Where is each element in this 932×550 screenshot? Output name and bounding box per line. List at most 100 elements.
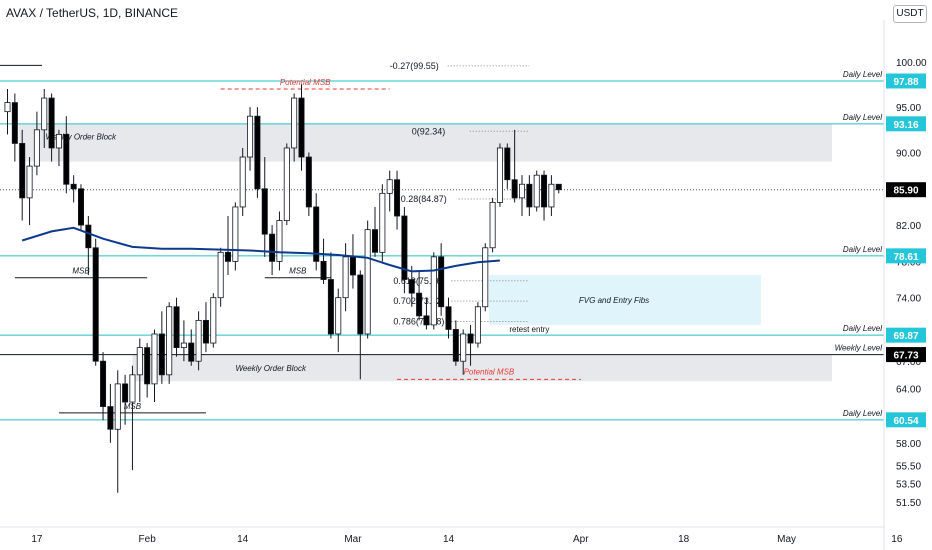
chart-zones: Weekly Order Block Weekly Order Block FVG … [18,123,832,382]
candle-up [283,147,290,221]
daily-level-tag: 78.61 [893,252,918,263]
candle-down [438,256,445,308]
candle-down [92,247,99,362]
moving-average-line [21,226,500,273]
candle-up [166,306,173,376]
candle-down [70,183,77,190]
candle-up [291,97,298,149]
y-tick-label: 67.00 [896,357,921,368]
candle-up [496,147,503,203]
moving-average [21,226,500,273]
candle-up [41,97,48,131]
candle-up [482,247,489,308]
x-tick-label: Feb [139,534,157,545]
weekly-level-tag: 67.73 [893,351,918,362]
candle-down [144,347,151,385]
x-tick-label: May [777,534,796,545]
daily-level-tag: 69.87 [893,331,918,342]
candle-up [239,156,246,208]
current-price-tag: 85.90 [893,186,918,197]
candle-down [555,183,562,191]
candle-up [180,342,187,348]
daily-level-tag: 97.88 [893,77,918,88]
daily-level-label: Daily Level [843,70,882,79]
candle-up [548,183,555,208]
potential-msb-label: Potential MSB [464,367,515,376]
candle-up [276,220,283,262]
candle-down [188,342,195,362]
weekly-level-tag-bg [886,347,926,363]
fib-label: 0.28(84.87) [401,194,447,204]
daily-level-tag: 93.16 [893,120,918,131]
candle-down [313,206,320,262]
candle-down [202,319,209,344]
candle-down [11,102,18,144]
candle-down [371,229,378,253]
candle-down [122,383,129,403]
order-block-bottom-label: Weekly Order Block [235,364,307,373]
time-axis[interactable]: 17 Feb 14 Mar 14 Apr 18 May 16 [0,526,903,545]
candle-up [33,129,40,167]
candle-down [357,274,364,335]
x-tick-label: 14 [443,534,455,545]
order-block-top-label: Weekly Order Block [46,132,118,141]
x-tick-label: Mar [344,534,362,545]
currency-button[interactable]: USDT [893,5,927,23]
x-tick-label: 16 [891,534,903,545]
retest-entry-label: retest entry [509,325,549,334]
candle-down [100,360,107,407]
candle-up [379,192,386,253]
candle-down [261,188,268,235]
candle-down [85,224,92,249]
daily-level-tag-bg [886,327,926,343]
candle-down [467,333,474,344]
candle-down [78,188,85,226]
candle-up [195,319,202,362]
candle-up [4,102,11,113]
candle-down [173,306,180,348]
candle-down [19,143,26,199]
daily-level-tag-bg [886,412,926,428]
fib-label: -0.27(99.55) [390,61,439,71]
candle-down [224,251,231,262]
y-tick-label: 95.00 [896,103,921,114]
candle-up [342,256,349,299]
order-block-top [18,123,832,162]
candle-up [474,306,481,344]
candle-down [298,97,305,158]
candle-down [452,329,459,362]
msb-label: MSB [289,267,307,276]
candle-down [158,333,165,376]
candle-down [269,233,276,262]
candle-up [210,297,217,344]
fvg-zone [488,275,761,325]
candle-down [541,174,548,208]
x-tick-label: 18 [678,534,690,545]
candle-up [151,333,158,385]
candle-up [430,256,437,326]
candle-down [394,179,401,217]
level-lines: Daily Level Daily Level Daily Level Daily L… [0,64,884,421]
candle-down [401,215,408,280]
x-tick-label: Apr [573,534,589,545]
candle-up [217,251,224,299]
potential-msb-label: Potential MSB [280,78,331,87]
price-tags: 97.88 93.16 78.61 69.87 60.54 67.73 85.90 [886,73,926,428]
fib-label: 0(92.34) [412,126,446,136]
candle-down [349,256,356,276]
x-tick-label: 14 [237,534,249,545]
y-tick-label: 64.00 [896,384,921,395]
price-axis[interactable]: 51.5053.5055.5058.0061.0064.0067.0070.00… [883,20,927,550]
candle-down [48,97,55,149]
candle-down [416,292,423,317]
x-tick-label: 17 [31,534,43,545]
order-block-bottom [132,354,832,382]
daily-level-label: Daily Level [843,245,882,254]
candle-down [526,183,533,208]
daily-level-label: Daily Level [843,324,882,333]
fib-label: 0.786(71.38) [393,316,444,326]
candle-up [489,202,496,249]
candle-up [247,115,254,158]
chart-title: AVAX / TetherUS, 1D, BINANCE [6,6,179,20]
